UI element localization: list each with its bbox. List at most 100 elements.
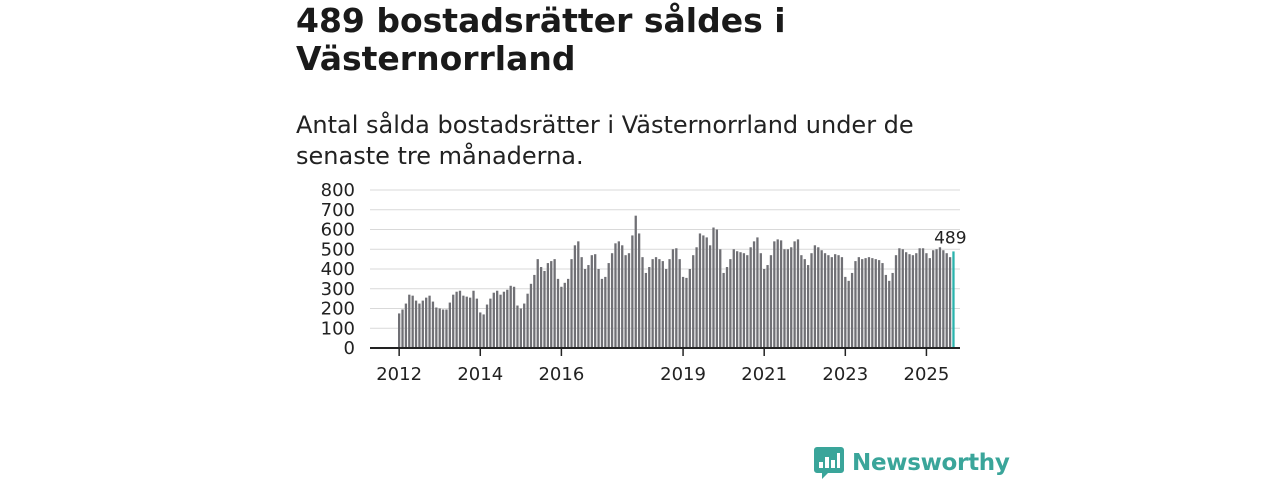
x-tick-label: 2019 xyxy=(660,364,706,385)
bar xyxy=(492,292,495,348)
bar xyxy=(418,303,421,348)
bar xyxy=(567,278,570,348)
bar xyxy=(573,245,577,348)
bar xyxy=(749,247,752,348)
bar xyxy=(472,290,475,348)
bar xyxy=(408,294,411,348)
bar xyxy=(861,259,864,348)
bar xyxy=(455,291,458,348)
bar xyxy=(509,285,512,348)
bar xyxy=(796,239,800,348)
bar xyxy=(915,253,918,348)
bar xyxy=(847,280,850,348)
bar xyxy=(553,259,556,348)
bar xyxy=(817,247,820,348)
bar xyxy=(631,235,634,348)
bar xyxy=(803,259,806,348)
bar xyxy=(519,308,522,348)
bar xyxy=(921,248,925,348)
x-tick-label: 2023 xyxy=(822,364,868,385)
bar xyxy=(712,227,715,348)
bar xyxy=(404,303,408,348)
bar xyxy=(884,274,888,348)
bar xyxy=(823,253,827,348)
bar xyxy=(651,259,654,348)
bar xyxy=(867,257,871,348)
bar xyxy=(837,255,840,348)
bar xyxy=(506,289,509,348)
bar xyxy=(800,255,803,348)
chart-gridlines xyxy=(370,189,960,329)
y-tick-label: 500 xyxy=(321,239,355,260)
bar xyxy=(607,263,610,348)
y-tick-label: 800 xyxy=(321,180,355,201)
x-axis-ticks: 2012 2014 2016 2019 2021 2023 2025 xyxy=(376,348,949,385)
y-tick-label: 700 xyxy=(321,200,355,221)
bar xyxy=(790,247,793,348)
bar xyxy=(908,254,911,348)
last-value-label: 489 xyxy=(934,228,966,248)
bar xyxy=(736,251,739,348)
y-tick-label: 400 xyxy=(321,259,355,280)
bar xyxy=(779,240,783,348)
bar xyxy=(644,272,648,348)
bar xyxy=(688,269,691,348)
bar xyxy=(813,245,817,348)
bar xyxy=(810,253,813,348)
bar xyxy=(512,286,516,348)
bar xyxy=(932,250,935,348)
bar xyxy=(854,261,857,348)
bar xyxy=(783,249,786,348)
bar xyxy=(840,257,844,348)
bar xyxy=(448,302,451,348)
bar xyxy=(675,248,678,348)
bar-chart: 2012 2014 2016 2019 2021 2023 2025 01002003004… xyxy=(321,180,967,385)
bar xyxy=(536,259,539,348)
bar xyxy=(891,272,894,348)
bar xyxy=(489,298,492,348)
y-tick-label: 200 xyxy=(321,299,355,320)
bar xyxy=(729,259,732,348)
bar xyxy=(458,290,462,348)
bar xyxy=(441,309,445,348)
bar xyxy=(820,250,823,348)
bar xyxy=(594,254,597,348)
bar xyxy=(539,267,543,348)
bar xyxy=(925,253,928,348)
bar xyxy=(715,229,719,348)
bar xyxy=(496,290,499,348)
bar xyxy=(445,309,448,348)
bar xyxy=(414,300,418,348)
bar xyxy=(888,280,891,348)
bar xyxy=(627,253,631,348)
bar xyxy=(719,249,722,348)
bar xyxy=(475,298,479,348)
bar xyxy=(411,295,414,348)
bar xyxy=(763,269,766,348)
bar xyxy=(827,255,830,348)
bar xyxy=(428,295,431,348)
bar xyxy=(665,269,668,348)
bar xyxy=(678,259,681,348)
bar xyxy=(543,270,546,348)
bar xyxy=(637,233,641,348)
y-tick-label: 600 xyxy=(321,220,355,241)
bar xyxy=(752,241,756,348)
bar xyxy=(580,257,583,348)
bar xyxy=(465,296,468,348)
bar xyxy=(702,235,705,348)
bar xyxy=(877,260,881,348)
bar xyxy=(398,313,401,348)
brand-logo: Newsworthy xyxy=(814,446,1010,480)
bar xyxy=(452,294,455,348)
bar xyxy=(641,257,644,348)
bar xyxy=(550,261,553,348)
bar xyxy=(935,249,938,348)
bar xyxy=(942,250,945,348)
bar xyxy=(756,237,759,348)
bar-latest xyxy=(952,251,955,348)
bar xyxy=(692,255,695,348)
bar xyxy=(648,267,651,348)
bar xyxy=(435,307,438,348)
bar xyxy=(948,257,952,348)
